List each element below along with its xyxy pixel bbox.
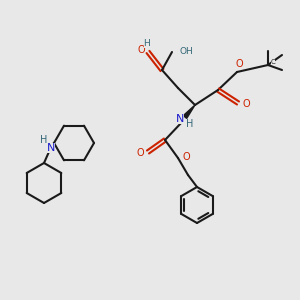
Polygon shape [183, 105, 195, 119]
Text: N: N [176, 114, 184, 124]
Text: H: H [186, 119, 194, 129]
Text: H: H [144, 38, 150, 47]
Text: H: H [40, 135, 48, 145]
Text: O: O [137, 45, 145, 55]
Text: O: O [182, 152, 190, 162]
Text: O: O [242, 99, 250, 109]
Text: O: O [136, 148, 144, 158]
Text: O: O [235, 59, 243, 69]
Text: OH: OH [180, 47, 194, 56]
Text: C: C [271, 59, 275, 65]
Text: N: N [47, 143, 55, 153]
